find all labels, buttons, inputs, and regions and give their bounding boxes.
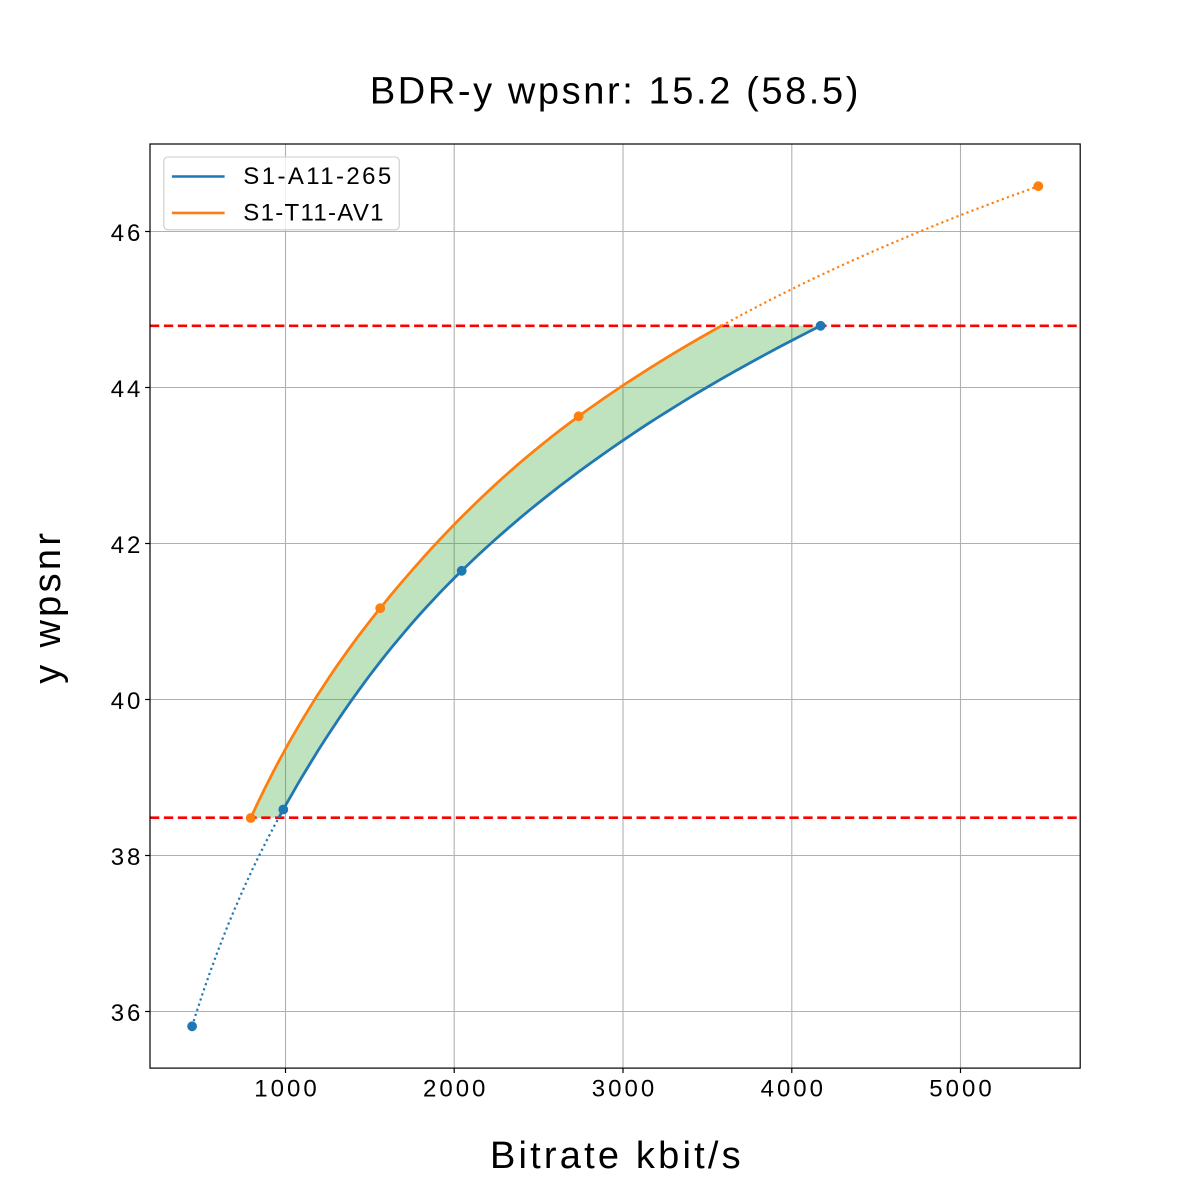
svg-text:S1-T11-AV1: S1-T11-AV1 (243, 200, 384, 227)
svg-text:Bitrate kbit/s: Bitrate kbit/s (490, 1135, 744, 1177)
svg-text:y wpsnr: y wpsnr (27, 530, 69, 684)
svg-text:4000: 4000 (761, 1076, 826, 1103)
svg-text:BDR-y wpsnr: 15.2 (58.5): BDR-y wpsnr: 15.2 (58.5) (370, 71, 861, 113)
svg-text:5000: 5000 (929, 1076, 994, 1103)
svg-text:42: 42 (111, 532, 144, 559)
svg-text:1000: 1000 (254, 1076, 319, 1103)
svg-text:46: 46 (111, 220, 144, 247)
svg-text:36: 36 (111, 1000, 144, 1027)
svg-text:44: 44 (111, 376, 144, 403)
svg-text:S1-A11-265: S1-A11-265 (243, 163, 393, 190)
svg-text:40: 40 (111, 688, 144, 715)
svg-text:2000: 2000 (423, 1076, 488, 1103)
svg-text:38: 38 (111, 844, 144, 871)
svg-text:3000: 3000 (592, 1076, 657, 1103)
